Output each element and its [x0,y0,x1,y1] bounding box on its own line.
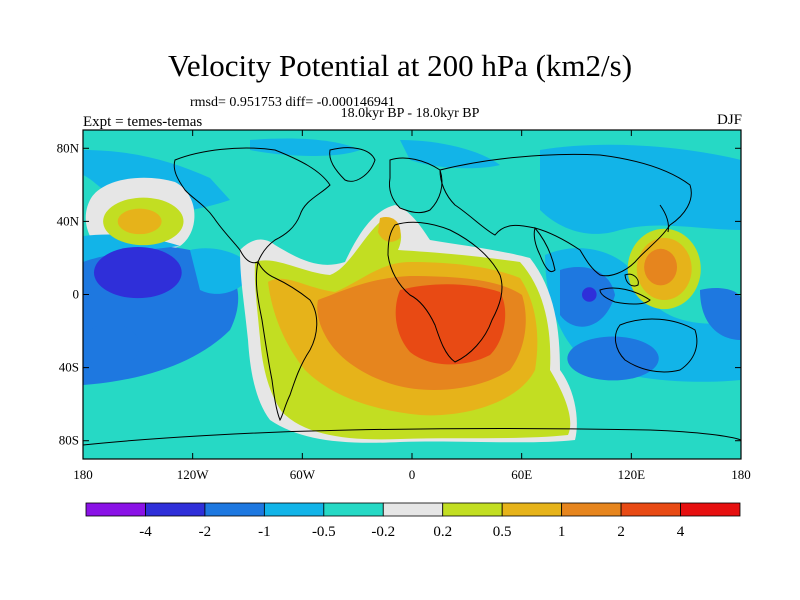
lon-tick-label: 0 [409,467,416,482]
colorbar: -4 -2 -1 -0.5 -0.2 0.2 0.5 1 2 4 [85,502,741,540]
coastlines [83,147,741,446]
contour-band [700,288,741,340]
region-south-pacific-negative [83,323,140,368]
subtitle: 18.0kyr BP - 18.0kyr BP [340,106,480,121]
region-indian-ocean-negative [567,336,659,381]
colorbar-swatch [620,502,681,517]
colorbar-swatch [561,502,622,517]
stats-text: rmsd= 0.951753 diff= -0.000146941 [190,95,395,110]
lon-tick-label: 60E [511,467,532,482]
lat-tick-label: 80S [59,433,79,448]
colorbar-swatch [204,502,265,517]
contour-band [250,138,360,156]
colorbar-swatch [680,502,741,517]
contour-band [400,140,500,169]
colorbar-label: -1 [258,524,271,540]
lon-tick-label: 180 [731,467,751,482]
colorbar-label: -4 [139,524,152,540]
colorbar-label: 2 [617,524,625,540]
colorbar-swatch [145,502,206,517]
colorbar-swatch [442,502,503,517]
contour-band [378,216,401,242]
season-label: DJF [716,112,742,128]
colorbar-swatch [382,502,444,517]
colorbar-label: -0.5 [312,524,336,540]
lat-tick-label: 40N [57,213,80,228]
lat-tick-label: 0 [73,287,80,302]
lat-tick-label: 80N [57,140,80,155]
colorbar-swatch [85,502,146,517]
colorbar-label: -2 [199,524,212,540]
field-layer [83,130,741,459]
axis-layer: 80N 40N 0 40S 80S 180 120W 60W 0 60E 120E 180 [57,130,751,482]
colorbar-label: 0.5 [493,524,512,540]
lon-tick-label: 120W [177,467,210,482]
lon-tick-label: 180 [73,467,93,482]
region-north-pacific-positive-core [117,208,162,235]
region-layer [83,197,701,381]
colorbar-swatch [323,502,384,517]
colorbar-label: -0.2 [371,524,395,540]
colorbar-swatch [263,502,325,517]
region-indonesia-negative [581,287,597,302]
page-title: Velocity Potential at 200 hPa (km2/s) [167,48,633,83]
colorbar-label: 0.2 [433,524,452,540]
contour-band [190,248,255,294]
lat-tick-label: 40S [59,360,79,375]
region-west-pacific-positive-core [644,248,678,286]
experiment-label: Expt = temes-temas [83,114,203,130]
colorbar-label: 1 [558,524,566,540]
colorbar-swatch [501,502,563,517]
lon-tick-label: 120E [618,467,646,482]
lon-tick-label: 60W [290,467,316,482]
region-tropical-pacific-negative [93,246,182,299]
colorbar-label: 4 [677,524,685,540]
contour-band [540,144,741,234]
